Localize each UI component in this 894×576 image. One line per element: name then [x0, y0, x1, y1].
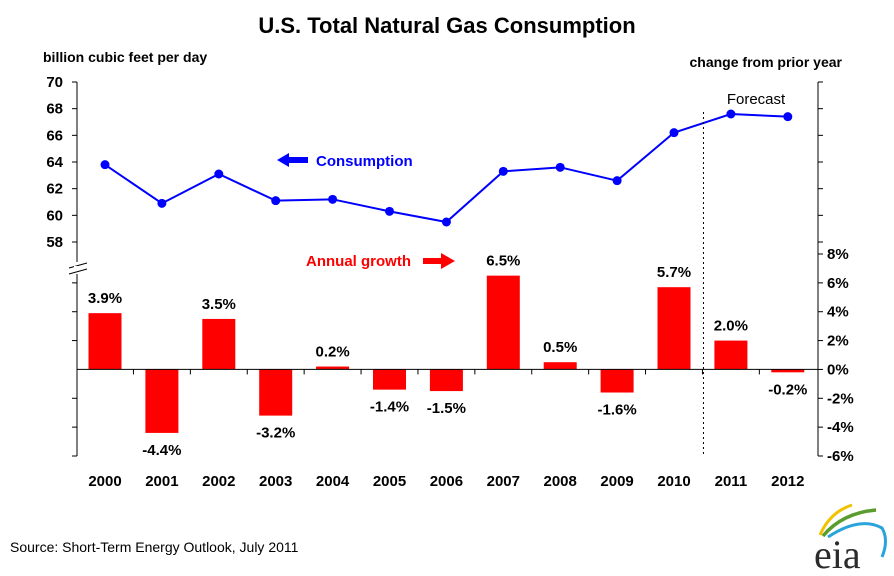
axis-break-mark	[68, 262, 88, 269]
left-axis-tick-label: 70	[46, 74, 63, 91]
growth-label-2005: -1.4%	[370, 399, 409, 416]
eia-logo: eia	[814, 503, 887, 576]
growth-bar-2002	[202, 318, 236, 370]
left-axis-tick-label: 58	[46, 234, 63, 251]
left-axis-tick-label: 66	[46, 127, 63, 144]
x-label-2005: 2005	[373, 473, 406, 490]
consumption-point-2007	[498, 166, 508, 176]
growth-label-2011: 2.0%	[714, 318, 748, 335]
consumption-point-2001	[157, 198, 167, 208]
growth-bar-2010	[657, 287, 691, 370]
right-axis-tick-label: 4%	[827, 304, 849, 321]
x-label-2004: 2004	[316, 473, 350, 490]
growth-label-2003: -3.2%	[256, 425, 295, 442]
growth-label-2002: 3.5%	[202, 296, 236, 313]
left-arrow-icon	[277, 153, 308, 167]
x-label-2006: 2006	[430, 473, 463, 490]
x-label-2000: 2000	[88, 473, 121, 490]
consumption-line-group	[100, 109, 793, 227]
growth-label-2010: 5.7%	[657, 264, 691, 281]
growth-bar-2001	[145, 369, 179, 433]
right-axis-tick-label: -2%	[827, 390, 854, 407]
left-axis-title: billion cubic feet per day	[43, 49, 207, 65]
x-label-2012: 2012	[771, 473, 804, 490]
axis-break-mark	[68, 268, 88, 275]
right-axis-title: change from prior year	[690, 54, 843, 70]
left-axis-tick-label: 60	[46, 207, 63, 224]
forecast-label: Forecast	[727, 91, 786, 108]
growth-label-2004: 0.2%	[315, 344, 349, 361]
growth-bar-2005	[373, 369, 406, 390]
growth-bars	[88, 275, 805, 433]
consumption-point-2000	[100, 160, 110, 170]
growth-bar-2004	[316, 366, 350, 370]
chart-title: U.S. Total Natural Gas Consumption	[258, 13, 635, 38]
x-label-2003: 2003	[259, 473, 292, 490]
left-axis-tick-label: 62	[46, 181, 63, 198]
growth-bar-2009	[600, 369, 634, 393]
growth-bar-2011	[714, 340, 748, 370]
x-label-2007: 2007	[487, 473, 520, 490]
consumption-point-2010	[669, 128, 679, 138]
growth-label-2009: -1.6%	[598, 402, 637, 419]
growth-label-2008: 0.5%	[543, 339, 577, 356]
consumption-point-2012	[783, 112, 793, 122]
consumption-point-2002	[214, 169, 224, 179]
growth-label-2001: -4.4%	[142, 442, 181, 459]
logo-text: eia	[814, 532, 861, 576]
logo-arc-green	[821, 508, 877, 538]
growth-bar-labels: 3.9% -4.4% 3.5% -3.2% 0.2% -1.4% -1.5% 6.5% 0.5%…	[88, 253, 807, 459]
source-note: Source: Short-Term Energy Outlook, July …	[10, 539, 299, 555]
right-axis-tick-label: -4%	[827, 419, 854, 436]
growth-bar-2000	[88, 313, 122, 370]
logo-arc-yellow	[818, 503, 853, 536]
growth-bar-2007	[486, 275, 520, 370]
consumption-line	[104, 112, 788, 224]
consumption-legend-label: Consumption	[316, 153, 413, 170]
growth-legend-label: Annual growth	[306, 253, 411, 270]
left-axis-tick-label: 64	[46, 154, 63, 171]
x-label-2008: 2008	[544, 473, 577, 490]
consumption-legend: Consumption	[277, 153, 413, 170]
x-label-2010: 2010	[657, 473, 690, 490]
axis-break-gap	[74, 266, 80, 270]
left-axis: 70 68 66 64 62 60 58	[46, 74, 88, 457]
right-axis-tick-label: 6%	[827, 275, 849, 292]
consumption-point-2008	[555, 162, 565, 172]
consumption-point-2006	[441, 217, 451, 227]
growth-label-2012: -0.2%	[768, 381, 807, 398]
x-axis-labels: 2000 2001 2002 2003 2004 2005 2006 2007 2008 2009…	[88, 473, 804, 490]
growth-bar-2008	[543, 362, 577, 370]
x-label-2011: 2011	[715, 473, 748, 490]
growth-bar-2003	[259, 369, 293, 416]
right-axis-tick-label: -6%	[827, 448, 854, 465]
right-axis-tick-label: 0%	[827, 361, 849, 378]
growth-label-2000: 3.9%	[88, 290, 122, 307]
zero-line-group	[77, 368, 818, 375]
left-axis-tick-label: 68	[46, 101, 63, 118]
x-label-2002: 2002	[202, 473, 235, 490]
x-label-2009: 2009	[600, 473, 633, 490]
growth-bar-2006	[429, 369, 463, 392]
logo-arc-blue	[827, 522, 887, 558]
consumption-point-2004	[328, 194, 338, 204]
x-label-2001: 2001	[145, 473, 178, 490]
right-axis: 8% 6% 4% 2% 0% -2% -4% -6%	[817, 81, 854, 465]
growth-label-2006: -1.5%	[427, 400, 466, 417]
consumption-point-2009	[612, 176, 622, 186]
consumption-point-2003	[271, 196, 281, 206]
growth-bar-2012	[771, 369, 805, 373]
consumption-point-2005	[385, 206, 394, 216]
growth-label-2007: 6.5%	[486, 253, 520, 270]
right-axis-tick-label: 8%	[827, 246, 849, 263]
right-axis-tick-label: 2%	[827, 333, 849, 350]
growth-legend: Annual growth	[306, 253, 455, 270]
consumption-point-2011	[726, 109, 736, 119]
right-arrow-icon	[423, 253, 455, 269]
